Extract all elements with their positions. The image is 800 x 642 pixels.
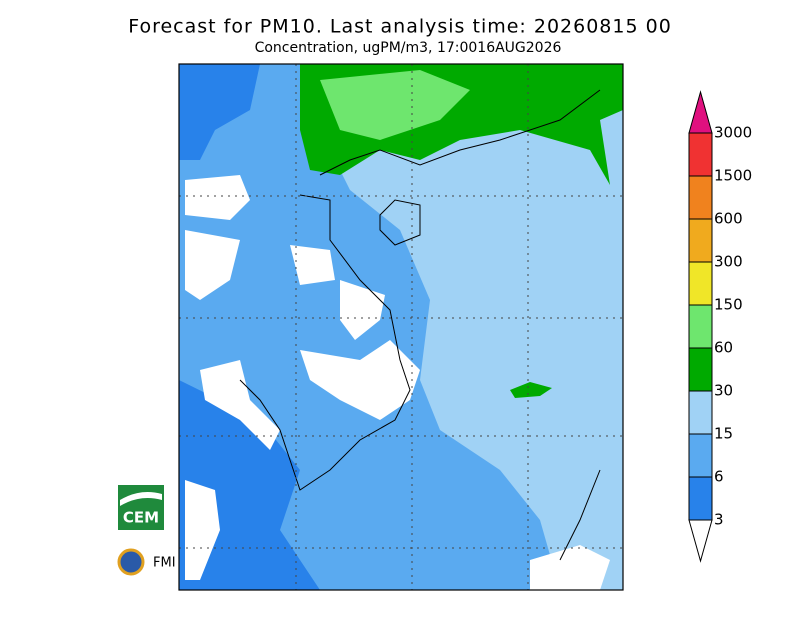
colorbar-label: 1500 [714, 167, 752, 185]
colorbar-segment [688, 132, 713, 177]
colorbar-label: 60 [714, 339, 733, 357]
fmi-logo: FMI [117, 548, 176, 576]
colorbar-label: 150 [714, 296, 743, 314]
colorbar-arrow-top [688, 90, 713, 134]
land-clear [200, 360, 280, 450]
island-outline [379, 199, 421, 246]
pollution-patch [510, 382, 552, 398]
colorbar-segment [688, 304, 713, 349]
land-clear [290, 245, 335, 285]
colorbar-segment [688, 175, 713, 220]
north-dark [179, 64, 260, 160]
colorbar-label: 3000 [714, 124, 752, 142]
land-clear [530, 545, 610, 590]
colorbar-label: 15 [714, 425, 733, 443]
colorbar-label: 6 [714, 468, 724, 486]
colorbar-label: 600 [714, 210, 743, 228]
land-clear [340, 280, 385, 340]
pollution-low [320, 70, 470, 140]
colorbar-segment [688, 347, 713, 392]
colorbar-segment [688, 476, 713, 521]
title: Forecast for PM10. Last analysis time: 2… [128, 16, 672, 38]
land-clear [185, 480, 220, 580]
map-frame [178, 63, 624, 591]
colorbar-segment [688, 433, 713, 478]
coastline [559, 469, 601, 561]
fmi-logo-mark [117, 548, 145, 576]
map [178, 63, 624, 591]
cem-logo: CEM [118, 485, 164, 530]
cem-logo-text: CEM [123, 509, 159, 527]
coastline [319, 89, 601, 176]
fmi-logo-text: FMI [153, 556, 176, 571]
colorbar-label: 30 [714, 382, 733, 400]
land-clear [185, 175, 250, 220]
land-clear [300, 340, 420, 420]
colorbar-arrow-bottom [688, 519, 713, 563]
land-clear [185, 230, 240, 300]
subtitle: Concentration, ugPM/m3, 17:0016AUG2026 [255, 40, 562, 56]
coastline [239, 194, 411, 491]
cem-logo-wave [120, 492, 162, 506]
colorbar-segment [688, 261, 713, 306]
colorbar-segment [688, 218, 713, 263]
colorbar: 3000 1500 600 300 150 60 30 15 6 3 [688, 90, 752, 563]
colorbar-label: 3 [714, 511, 724, 529]
colorbar-segment [688, 390, 713, 435]
colorbar-label: 300 [714, 253, 743, 271]
